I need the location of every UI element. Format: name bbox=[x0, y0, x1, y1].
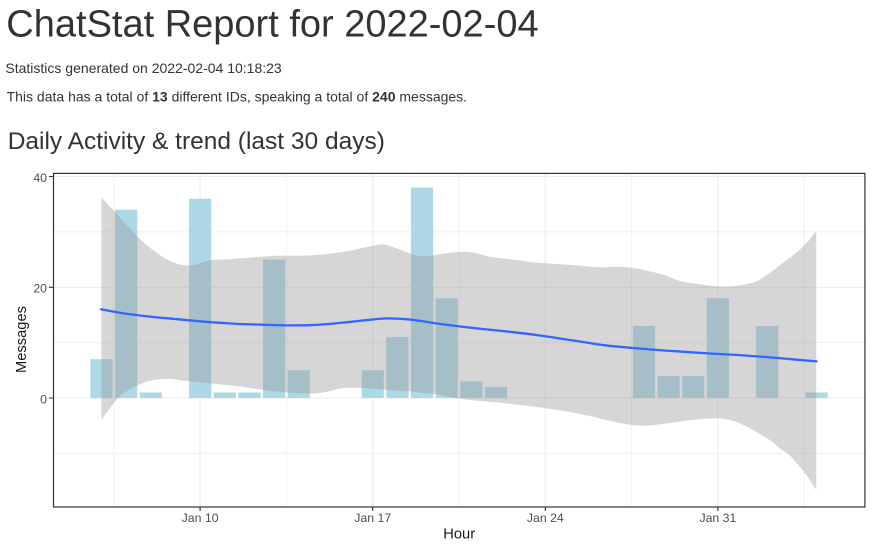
svg-text:This data has a total of 13 di: This data has a total of 13 different ID… bbox=[7, 88, 467, 104]
svg-text:Hour: Hour bbox=[443, 526, 475, 542]
svg-text:Daily Activity & trend (last 3: Daily Activity & trend (last 30 days) bbox=[8, 128, 385, 155]
svg-text:ChatStat Report for 2022-02-04: ChatStat Report for 2022-02-04 bbox=[6, 4, 538, 46]
svg-text:Jan 10: Jan 10 bbox=[182, 511, 219, 525]
svg-text:Jan 24: Jan 24 bbox=[527, 511, 564, 525]
svg-text:Jan 31: Jan 31 bbox=[699, 511, 736, 525]
svg-text:20: 20 bbox=[33, 282, 47, 296]
svg-text:40: 40 bbox=[33, 171, 47, 185]
svg-text:Jan 17: Jan 17 bbox=[354, 511, 391, 525]
svg-text:Messages: Messages bbox=[14, 306, 30, 373]
svg-text:Statistics generated on 2022-0: Statistics generated on 2022-02-04 10:18… bbox=[5, 60, 282, 76]
svg-text:0: 0 bbox=[40, 392, 47, 406]
